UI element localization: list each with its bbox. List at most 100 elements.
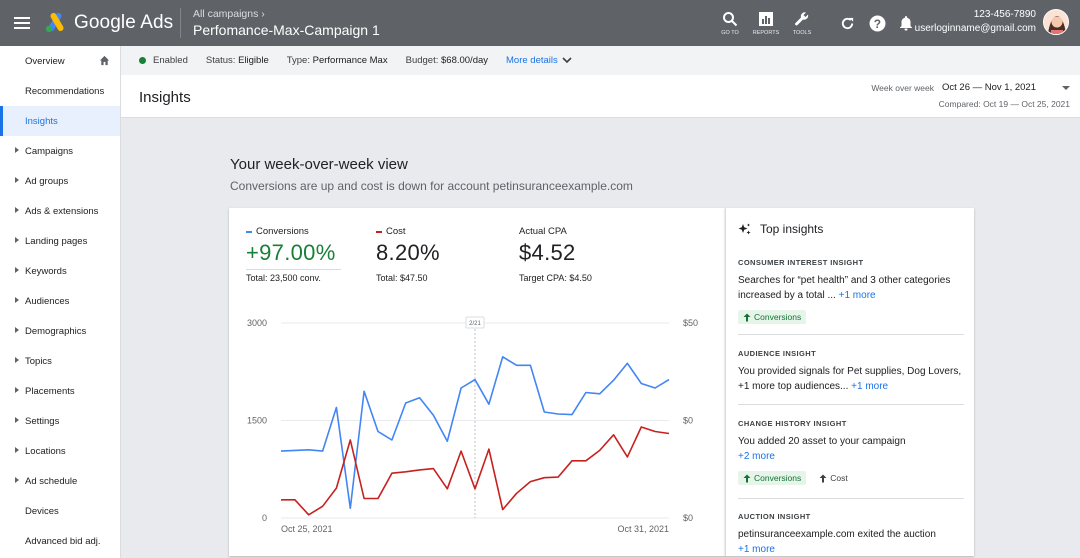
audience-insight[interactable]: AUDIENCE INSIGHT You provided signals fo…	[738, 349, 964, 394]
conversions-total: Total: 23,500 conv.	[246, 273, 321, 283]
cost-series-line	[281, 426, 670, 516]
consumer-interest-insight[interactable]: CONSUMER INTEREST INSIGHT Searches for “…	[738, 258, 964, 324]
arrow-up-icon	[819, 474, 827, 482]
expand-caret-icon	[15, 327, 19, 333]
sidebar-item-label: Keywords	[25, 265, 67, 277]
goto-button[interactable]: GO TO	[712, 0, 748, 46]
more-link[interactable]: +1 more	[838, 290, 876, 301]
cpa-metric[interactable]: Actual CPA $4.52 Target CPA: $4.50	[519, 226, 592, 283]
sidebar-item-label: Landing pages	[25, 235, 88, 247]
more-details-label: More details	[506, 55, 558, 66]
sidebar-item-topics[interactable]: Topics	[0, 346, 120, 376]
page-header: Insights Week over week Oct 26 — Nov 1, …	[121, 75, 1080, 118]
conversions-change-value: +97.00%	[246, 240, 336, 265]
avatar[interactable]	[1043, 9, 1069, 35]
cpa-target: Target CPA: $4.50	[519, 273, 592, 283]
expand-caret-icon	[15, 417, 19, 423]
metric-label: Actual CPA	[519, 226, 567, 237]
sidebar-item-keywords[interactable]: Keywords	[0, 256, 120, 286]
sidebar-item-recommendations[interactable]: Recommendations	[0, 76, 120, 106]
sidebar-item-label: Overview	[25, 55, 65, 67]
sidebar-item-overview[interactable]: Overview	[0, 46, 120, 76]
more-link[interactable]: +2 more	[738, 451, 775, 462]
google-ads-logo-icon	[45, 13, 64, 33]
auction-insight[interactable]: AUCTION INSIGHT petinsuranceexample.com …	[738, 512, 964, 557]
enabled-status-dot-icon	[139, 57, 146, 64]
campaign-status-bar: Enabled Status: Eligible Type: Performan…	[121, 46, 1080, 75]
sidebar-item-label: Ad groups	[25, 175, 69, 187]
cost-change-value: 8.20%	[376, 240, 440, 265]
y-right-tick-label: $0	[683, 416, 693, 426]
goto-label: GO TO	[721, 29, 739, 36]
x-end-label: Oct 31, 2021	[617, 524, 669, 534]
sidebar-item-label: Locations	[25, 445, 66, 457]
expand-caret-icon	[15, 147, 19, 153]
sidebar-item-settings[interactable]: Settings	[0, 406, 120, 436]
sidebar-item-insights[interactable]: Insights	[0, 106, 120, 136]
tools-button[interactable]: TOOLS	[784, 0, 820, 46]
date-range-selector[interactable]: Week over week Oct 26 — Nov 1, 2021 Comp…	[871, 82, 1070, 109]
selected-metric-underline	[246, 269, 341, 270]
reports-button[interactable]: REPORTS	[748, 0, 784, 46]
sidebar-item-ad-groups[interactable]: Ad groups	[0, 166, 120, 196]
dropdown-arrow-icon[interactable]	[1062, 85, 1070, 90]
sidebar-item-devices[interactable]: Devices	[0, 496, 120, 526]
conversions-chip: Conversions	[738, 310, 807, 324]
change-history-insight[interactable]: CHANGE HISTORY INSIGHT You added 20 asse…	[738, 419, 964, 485]
wrench-icon	[795, 11, 809, 25]
expand-caret-icon	[15, 447, 19, 453]
expand-caret-icon	[15, 207, 19, 213]
sidebar-item-advanced-bid-adj[interactable]: Advanced bid adj.	[0, 526, 120, 556]
insight-text: Searches for “pet health” and 3 other ca…	[738, 275, 951, 301]
sidebar-item-locations[interactable]: Locations	[0, 436, 120, 466]
y-right-tick-label: $50	[683, 318, 698, 328]
more-link[interactable]: +1 more	[738, 544, 775, 555]
expand-caret-icon	[15, 297, 19, 303]
more-link[interactable]: +1 more	[851, 381, 889, 392]
account-info[interactable]: 123-456-7890 userloginname@gmail.com	[915, 9, 1036, 34]
sidebar-item-ads-extensions[interactable]: Ads & extensions	[0, 196, 120, 226]
metric-label: Conversions	[256, 226, 309, 237]
y-left-tick-label: 1500	[247, 416, 267, 426]
more-details-button[interactable]: More details	[506, 55, 572, 66]
conversions-metric[interactable]: Conversions +97.00% Total: 23,500 conv.	[246, 226, 336, 283]
sidebar-item-audiences[interactable]: Audiences	[0, 286, 120, 316]
x-start-label: Oct 25, 2021	[281, 524, 333, 534]
refresh-icon[interactable]	[836, 12, 858, 34]
sidebar-item-ad-schedule[interactable]: Ad schedule	[0, 466, 120, 496]
cost-total: Total: $47.50	[376, 273, 428, 283]
tools-label: TOOLS	[792, 29, 812, 36]
breadcrumb[interactable]: All campaigns › Perfomance-Max-Campaign …	[193, 8, 380, 38]
comparison-period-label: Week over week	[871, 82, 934, 93]
reports-icon	[759, 11, 773, 26]
sidebar-item-demographics[interactable]: Demographics	[0, 316, 120, 346]
sidebar-item-campaigns[interactable]: Campaigns	[0, 136, 120, 166]
cost-swatch	[376, 230, 382, 233]
campaign-title: Perfomance-Max-Campaign 1	[193, 22, 380, 38]
insight-text: petinsuranceexample.com exited the aucti…	[738, 529, 936, 555]
tool-group: GO TO REPORTS TOOLS	[712, 0, 820, 46]
metrics-chart-card: Conversions +97.00% Total: 23,500 conv. …	[229, 208, 725, 556]
conversions-chip: Conversions	[738, 471, 807, 485]
conversions-swatch	[246, 230, 252, 233]
sidebar-item-label: Devices	[25, 505, 59, 517]
google-ads-logo[interactable]: Google Ads	[44, 12, 180, 34]
date-range-value: Oct 26 — Nov 1, 2021	[942, 82, 1036, 93]
insight-category: AUDIENCE INSIGHT	[738, 349, 817, 358]
sidebar-item-label: Demographics	[25, 325, 87, 337]
sidebar-item-placements[interactable]: Placements	[0, 376, 120, 406]
menu-icon[interactable]	[0, 0, 44, 46]
campaign-type: Type: Performance Max	[286, 55, 388, 66]
breadcrumb-parent[interactable]: All campaigns ›	[193, 8, 265, 20]
campaign-budget: Budget: $68.00/day	[405, 55, 489, 66]
cost-chip: Cost	[814, 471, 853, 485]
expand-caret-icon	[15, 357, 19, 363]
expand-caret-icon	[15, 177, 19, 183]
help-icon[interactable]: ?	[866, 12, 888, 34]
sidebar-item-landing-pages[interactable]: Landing pages	[0, 226, 120, 256]
expand-caret-icon	[15, 477, 19, 483]
week-over-week-line-chart[interactable]: 3000 $50 1500 $0 0 $0 2/21 Oct 25, 2021 Oct 31, …	[229, 308, 725, 538]
cost-metric[interactable]: Cost 8.20% Total: $47.50	[376, 226, 440, 283]
notifications-bell-icon[interactable]	[895, 12, 917, 34]
sidebar-item-label: Placements	[25, 385, 75, 397]
